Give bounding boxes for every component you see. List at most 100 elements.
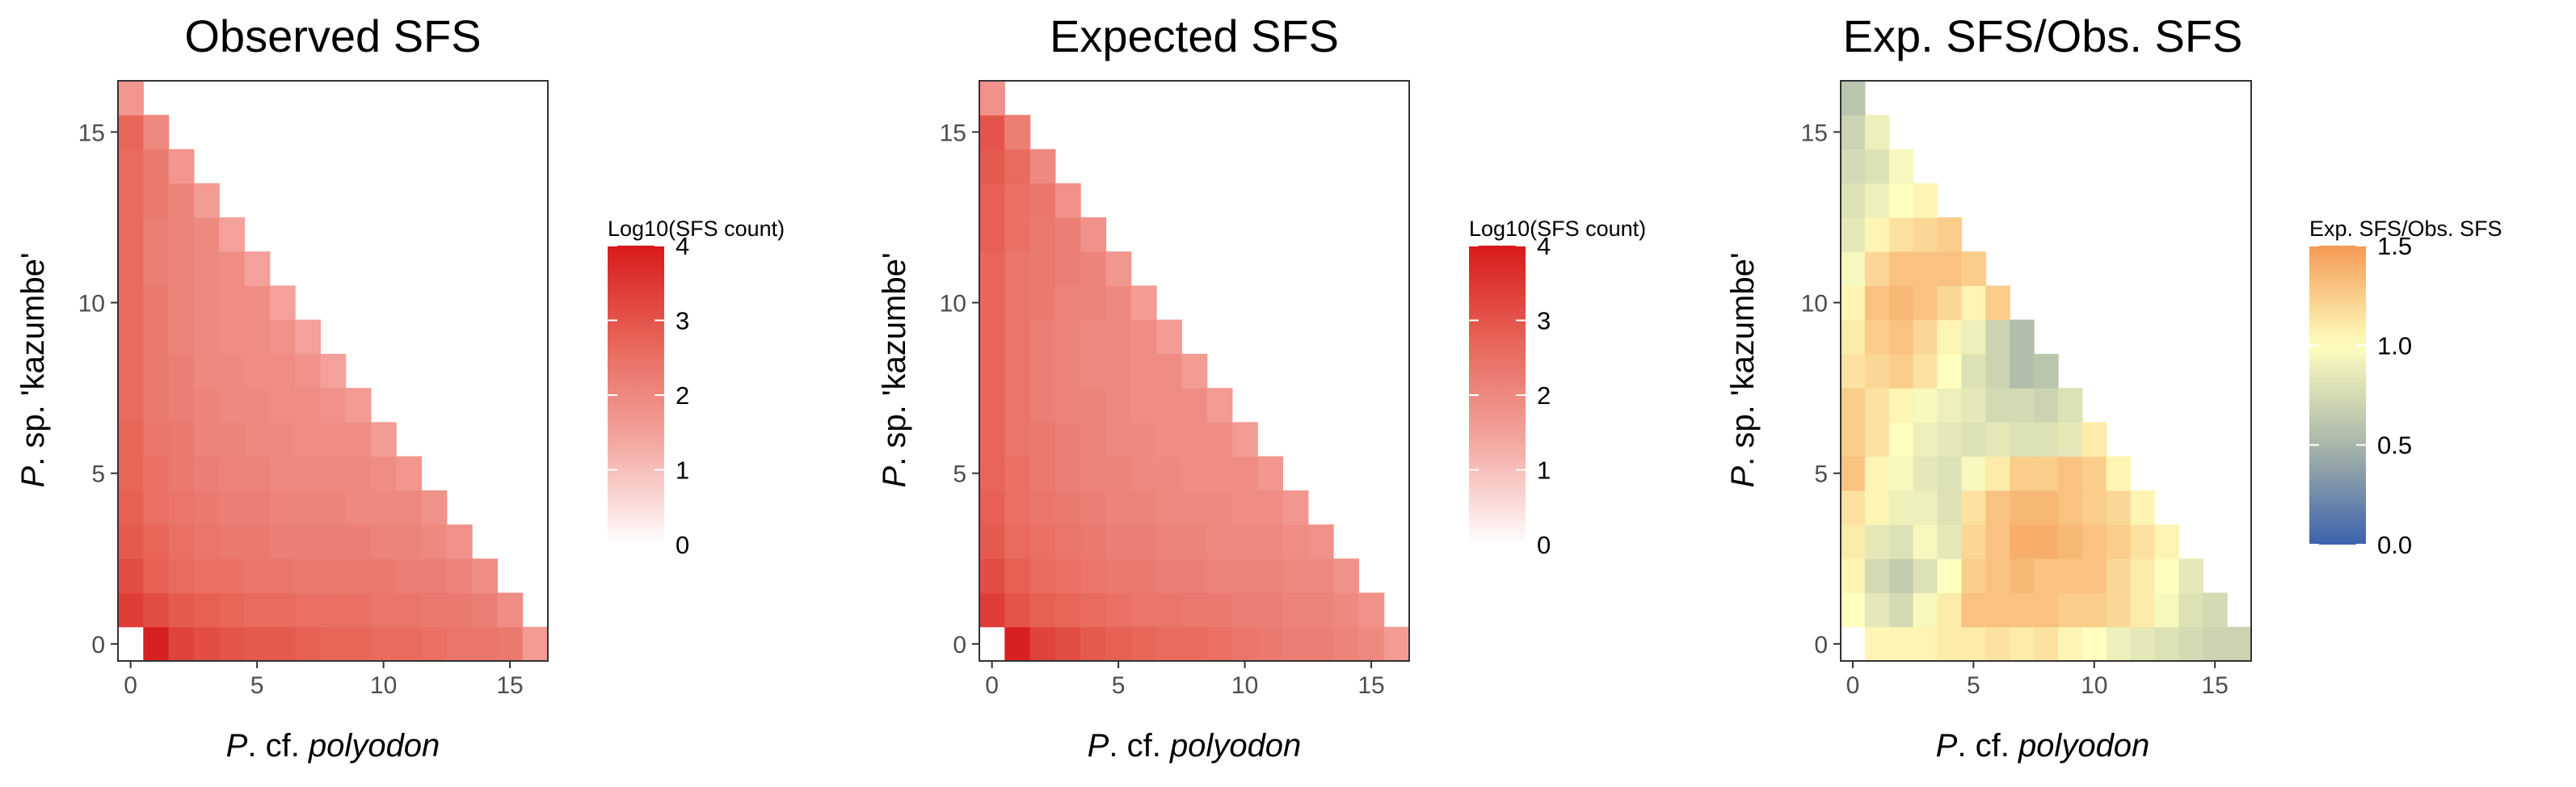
heatmap-cell bbox=[2034, 388, 2059, 423]
heatmap-cell bbox=[1029, 558, 1056, 594]
heatmap-cell bbox=[1307, 626, 1334, 662]
heatmap-cell bbox=[1206, 524, 1233, 559]
heatmap-cell bbox=[1913, 490, 1938, 525]
heatmap-cell bbox=[1864, 490, 1890, 525]
legend-title: Log10(SFS count) bbox=[1469, 217, 1646, 241]
heatmap-cell bbox=[2178, 626, 2203, 662]
heatmap-cell bbox=[522, 626, 549, 662]
heatmap-cell bbox=[219, 626, 246, 662]
heatmap-cell bbox=[244, 592, 271, 628]
plot-frame bbox=[979, 80, 1410, 662]
heatmap-cell bbox=[1206, 422, 1233, 457]
heatmap-cell bbox=[2010, 456, 2035, 491]
heatmap-cell bbox=[1105, 422, 1132, 457]
heatmap-cell bbox=[1054, 319, 1081, 355]
heatmap-cell bbox=[1282, 490, 1309, 525]
heatmap-cell bbox=[1130, 592, 1157, 628]
heatmap-cell bbox=[1841, 251, 1866, 286]
heatmap-cell bbox=[1156, 626, 1182, 662]
heatmap-cell bbox=[2034, 456, 2059, 491]
heatmap-cell bbox=[143, 592, 170, 628]
heatmap-cell bbox=[1841, 388, 1866, 423]
heatmap-cell bbox=[1864, 251, 1890, 286]
heatmap-cell bbox=[320, 626, 347, 662]
heatmap-cell bbox=[1937, 592, 1962, 628]
heatmap-cell bbox=[118, 353, 144, 389]
heatmap-cell bbox=[118, 285, 144, 321]
heatmap-cell bbox=[2154, 558, 2179, 594]
heatmap-cell bbox=[1004, 183, 1031, 218]
heatmap-cell bbox=[1383, 626, 1410, 662]
heatmap-cell bbox=[118, 183, 144, 218]
heatmap-cell bbox=[1105, 592, 1132, 628]
heatmap-cell bbox=[168, 319, 195, 355]
heatmap-cell bbox=[2203, 626, 2228, 662]
heatmap-cell bbox=[1080, 285, 1107, 321]
heatmap-cell bbox=[1841, 149, 1866, 184]
heatmap-cell bbox=[2034, 353, 2059, 389]
heatmap-cell bbox=[269, 388, 296, 423]
ratio-sfs-panel: Exp. SFS/Obs. SFS 0 5 10 15 0 5 10 15 P. cf. p… bbox=[1725, 11, 2502, 764]
heatmap-cell bbox=[1080, 353, 1107, 389]
heatmap-cell bbox=[446, 626, 473, 662]
heatmap-cell bbox=[1130, 285, 1157, 321]
y-tick-label: 0 bbox=[91, 632, 105, 659]
heatmap-cell bbox=[2010, 592, 2035, 628]
heatmap-cell bbox=[1105, 456, 1132, 491]
heatmap-cell bbox=[2130, 626, 2156, 662]
heatmap-cell bbox=[2057, 422, 2083, 457]
heatmap-cell bbox=[295, 490, 321, 525]
heatmap-cell bbox=[1029, 388, 1056, 423]
heatmap-cell bbox=[143, 149, 170, 184]
heatmap-cell bbox=[979, 353, 1005, 389]
heatmap-cell bbox=[1358, 626, 1385, 662]
heatmap-cell bbox=[472, 626, 498, 662]
heatmap-cell bbox=[1130, 456, 1157, 491]
y-tick-label: 5 bbox=[1814, 461, 1828, 488]
heatmap-cell bbox=[1888, 285, 1914, 321]
heatmap-cell bbox=[1888, 183, 1914, 218]
heatmap-cell bbox=[2081, 422, 2107, 457]
heatmap-cell bbox=[118, 524, 144, 559]
heatmap-cell bbox=[1054, 524, 1081, 559]
heatmap-cell bbox=[1333, 558, 1359, 594]
heatmap-cell bbox=[2081, 490, 2107, 525]
y-tick-label: 15 bbox=[1801, 120, 1828, 146]
heatmap-cell bbox=[1841, 456, 1866, 491]
heatmap-cell bbox=[193, 285, 220, 321]
heatmap-cell bbox=[1961, 251, 1986, 286]
color-legend: Exp. SFS/Obs. SFS 0.0 0.5 1.0 1.5 bbox=[2309, 217, 2502, 559]
heatmap-cell bbox=[1888, 456, 1914, 491]
heatmap-cell bbox=[1841, 285, 1866, 321]
heatmap-cell bbox=[193, 353, 220, 389]
heatmap-cell bbox=[1004, 353, 1031, 389]
heatmap-cell bbox=[1864, 183, 1890, 218]
heatmap-cell bbox=[1864, 388, 1890, 423]
heatmap-cell bbox=[1231, 592, 1258, 628]
legend-tick-label: 3 bbox=[1537, 307, 1551, 335]
heatmap-cell bbox=[1054, 285, 1081, 321]
heatmap-cell bbox=[1864, 558, 1890, 594]
heatmap-cell bbox=[1913, 558, 1938, 594]
heatmap-cell bbox=[118, 592, 144, 628]
heatmap-cell bbox=[193, 183, 220, 218]
heatmap-cell bbox=[1231, 490, 1258, 525]
heatmap-cell bbox=[396, 524, 423, 559]
heatmap-cell bbox=[1156, 353, 1182, 389]
heatmap-cell bbox=[1231, 558, 1258, 594]
heatmap-cell bbox=[1913, 388, 1938, 423]
heatmap-cell bbox=[244, 456, 271, 491]
heatmap-cell bbox=[396, 456, 423, 491]
heatmap-cell bbox=[1181, 490, 1208, 525]
heatmap-cell bbox=[1961, 558, 1986, 594]
heatmap-cell bbox=[320, 592, 347, 628]
heatmap-cell bbox=[1029, 592, 1056, 628]
heatmap-cell bbox=[1913, 592, 1938, 628]
y-tick-label: 10 bbox=[78, 291, 105, 318]
heatmap-cell bbox=[219, 456, 246, 491]
heatmap-cell bbox=[143, 456, 170, 491]
heatmap-cell bbox=[1080, 319, 1107, 355]
x-tick-label: 0 bbox=[985, 672, 999, 699]
